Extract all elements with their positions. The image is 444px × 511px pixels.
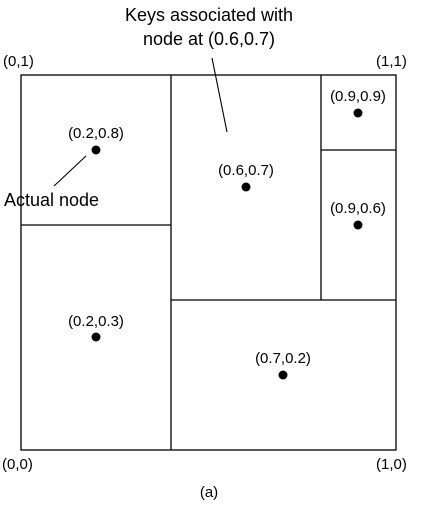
node-point: (0.2,0.8) bbox=[68, 125, 124, 155]
corner-label-top-left: (0,1) bbox=[3, 53, 34, 70]
callout-keys-line1: Keys associated with bbox=[125, 5, 293, 25]
callout-line-keys bbox=[211, 57, 228, 133]
node-label: (0.7,0.2) bbox=[255, 350, 311, 367]
callout-keys-line2: node at (0.6,0.7) bbox=[143, 29, 275, 49]
node-point: (0.7,0.2) bbox=[255, 350, 311, 380]
node-point: (0.2,0.3) bbox=[68, 313, 124, 342]
node-label: (0.9,0.9) bbox=[330, 88, 386, 105]
outer-square bbox=[20, 74, 397, 451]
node-point: (0.6,0.7) bbox=[218, 162, 274, 192]
node-point: (0.9,0.9) bbox=[330, 88, 386, 118]
node-label: (0.2,0.3) bbox=[68, 313, 124, 330]
node-point: (0.9,0.6) bbox=[330, 200, 386, 230]
corner-label-bottom-left: (0,0) bbox=[2, 456, 33, 473]
node-dot bbox=[241, 182, 251, 192]
node-label: (0.9,0.6) bbox=[330, 200, 386, 217]
node-dot bbox=[353, 108, 363, 118]
node-dot bbox=[91, 332, 101, 342]
callout-actual-node: Actual node bbox=[4, 190, 99, 210]
figure-caption: (a) bbox=[200, 484, 218, 501]
callout-line-actual-node bbox=[53, 155, 87, 187]
node-dot bbox=[278, 370, 288, 380]
node-label: (0.6,0.7) bbox=[218, 162, 274, 179]
corner-label-bottom-right: (1,0) bbox=[376, 456, 407, 473]
node-label: (0.2,0.8) bbox=[68, 125, 124, 142]
corner-label-top-right: (1,1) bbox=[376, 53, 407, 70]
node-dot bbox=[91, 145, 101, 155]
node-dot bbox=[353, 220, 363, 230]
